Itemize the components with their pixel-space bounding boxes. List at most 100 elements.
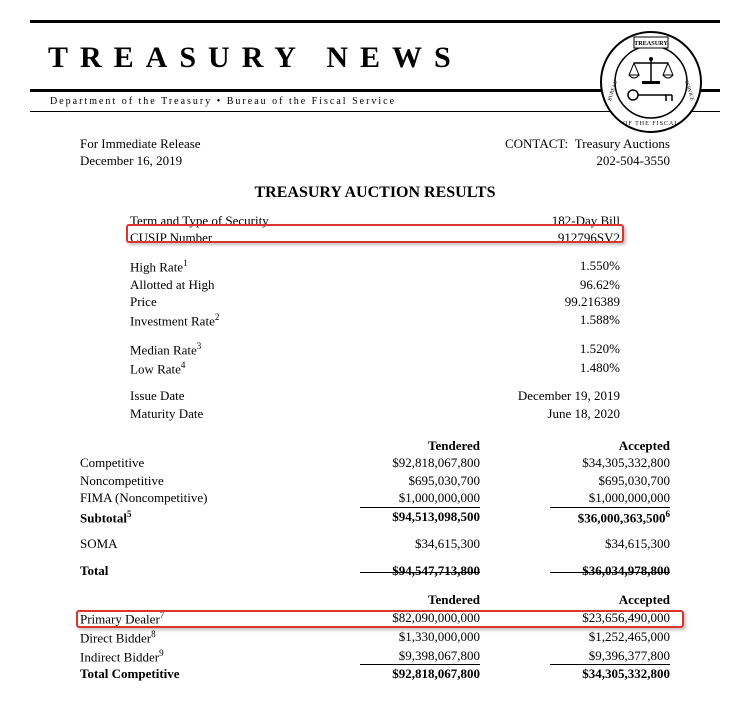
term-value: 182-Day Bill bbox=[552, 212, 620, 230]
price-value: 99.216389 bbox=[565, 293, 620, 311]
document-page: TREASURY NEWS Department of the Treasury… bbox=[0, 0, 750, 703]
header: TREASURY NEWS Department of the Treasury… bbox=[30, 20, 720, 112]
total-accepted: $36,034,978,800 bbox=[480, 562, 670, 580]
soma-accepted: $34,615,300 bbox=[480, 535, 670, 553]
row-accepted: $23,656,490,000 bbox=[480, 609, 670, 628]
median-rate-row: Median Rate3 1.520% bbox=[130, 340, 620, 359]
row-tendered: $1,330,000,000 bbox=[300, 628, 480, 647]
amounts-row: FIMA (Noncompetitive) $1,000,000,000 $1,… bbox=[80, 489, 670, 508]
high-rate-value: 1.550% bbox=[580, 257, 620, 276]
row-accepted: $34,305,332,800 bbox=[480, 454, 670, 472]
rates-group-1: High Rate1 1.550% Allotted at High 96.62… bbox=[130, 257, 620, 330]
low-note: 4 bbox=[181, 360, 186, 370]
amounts-table: Tendered Accepted Competitive $92,818,06… bbox=[80, 437, 670, 580]
price-label: Price bbox=[130, 293, 157, 311]
median-label: Median Rate bbox=[130, 342, 197, 357]
maturity-value: June 18, 2020 bbox=[547, 405, 620, 423]
security-block: Term and Type of Security 182-Day Bill C… bbox=[130, 212, 620, 423]
soma-tendered: $34,615,300 bbox=[300, 535, 480, 553]
col-accepted: Accepted bbox=[480, 591, 670, 609]
meta-left: For Immediate Release December 16, 2019 bbox=[80, 136, 201, 170]
row-tendered: $9,398,067,800 bbox=[360, 647, 480, 666]
svg-text:TREASURY: TREASURY bbox=[634, 40, 668, 47]
amounts-row: Noncompetitive $695,030,700 $695,030,700 bbox=[80, 472, 670, 490]
bidders-row: Direct Bidder8 $1,330,000,000 $1,252,465… bbox=[80, 628, 670, 647]
dates-group: Issue Date December 19, 2019 Maturity Da… bbox=[130, 387, 620, 422]
term-row: Term and Type of Security 182-Day Bill bbox=[130, 212, 620, 230]
row-label: Direct Bidder bbox=[80, 630, 151, 645]
col-accepted: Accepted bbox=[480, 437, 670, 455]
row-tendered: $92,818,067,800 bbox=[300, 454, 480, 472]
bidders-row: Indirect Bidder9 $9,398,067,800 $9,396,3… bbox=[80, 647, 670, 666]
rates-group-2: Median Rate3 1.520% Low Rate4 1.480% bbox=[130, 340, 620, 378]
subtotal-label: Subtotal bbox=[80, 510, 127, 525]
issue-value: December 19, 2019 bbox=[518, 387, 620, 405]
total-row: Total $94,547,713,800 $36,034,978,800 bbox=[80, 562, 670, 580]
row-note: 7 bbox=[160, 610, 165, 620]
meta-row: For Immediate Release December 16, 2019 … bbox=[80, 136, 670, 170]
soma-row: SOMA $34,615,300 $34,615,300 bbox=[80, 535, 670, 553]
row-accepted: $695,030,700 bbox=[480, 472, 670, 490]
high-rate-note: 1 bbox=[183, 258, 188, 268]
row-tendered: $82,090,000,000 bbox=[300, 609, 480, 628]
row-label: FIMA (Noncompetitive) bbox=[80, 489, 300, 508]
row-accepted: $9,396,377,800 bbox=[550, 647, 670, 666]
amounts-header: Tendered Accepted bbox=[80, 437, 670, 455]
bidders-total-row: Total Competitive $92,818,067,800 $34,30… bbox=[80, 665, 670, 683]
contact-phone: 202-504-3550 bbox=[505, 153, 670, 170]
term-label: Term and Type of Security bbox=[130, 212, 269, 230]
total-tendered: $94,547,713,800 bbox=[300, 562, 480, 580]
row-accepted: $1,000,000,000 bbox=[550, 489, 670, 508]
contact-label: CONTACT: bbox=[505, 136, 568, 151]
contact-line: CONTACT: Treasury Auctions bbox=[505, 136, 670, 153]
allotted-value: 96.62% bbox=[580, 276, 620, 294]
low-rate-row: Low Rate4 1.480% bbox=[130, 359, 620, 378]
release-date: December 16, 2019 bbox=[80, 153, 201, 170]
row-accepted: $1,252,465,000 bbox=[480, 628, 670, 647]
amounts-row: Competitive $92,818,067,800 $34,305,332,… bbox=[80, 454, 670, 472]
content: For Immediate Release December 16, 2019 … bbox=[30, 116, 720, 683]
release-label: For Immediate Release bbox=[80, 136, 201, 153]
cusip-row: CUSIP Number 912796SV2 bbox=[130, 229, 620, 247]
issue-date-row: Issue Date December 19, 2019 bbox=[130, 387, 620, 405]
subtotal-tendered: $94,513,098,500 bbox=[300, 508, 480, 527]
inv-rate-row: Investment Rate2 1.588% bbox=[130, 311, 620, 330]
treasury-seal-icon: TREASURY OF THE FISCAL BUREAU SERVICE bbox=[600, 31, 702, 133]
bidders-table: Tendered Accepted Primary Dealer7 $82,09… bbox=[80, 591, 670, 683]
allotted-row: Allotted at High 96.62% bbox=[130, 276, 620, 294]
row-label: Noncompetitive bbox=[80, 472, 300, 490]
row-tendered: $695,030,700 bbox=[300, 472, 480, 490]
low-label: Low Rate bbox=[130, 361, 181, 376]
inv-rate-note: 2 bbox=[215, 312, 220, 322]
bidders-row: Primary Dealer7 $82,090,000,000 $23,656,… bbox=[80, 609, 670, 628]
row-tendered: $1,000,000,000 bbox=[360, 489, 480, 508]
inv-rate-value: 1.588% bbox=[580, 311, 620, 330]
contact-name: Treasury Auctions bbox=[575, 136, 670, 151]
row-label: Primary Dealer bbox=[80, 611, 160, 626]
cusip-value: 912796SV2 bbox=[558, 229, 620, 247]
inv-rate-label: Investment Rate bbox=[130, 313, 215, 328]
col-tendered: Tendered bbox=[300, 437, 480, 455]
col-tendered: Tendered bbox=[300, 591, 480, 609]
subtotal-accepted-note: 6 bbox=[666, 509, 671, 519]
maturity-label: Maturity Date bbox=[130, 405, 203, 423]
svg-text:OF THE FISCAL: OF THE FISCAL bbox=[623, 121, 679, 127]
meta-right: CONTACT: Treasury Auctions 202-504-3550 bbox=[505, 136, 670, 170]
soma-label: SOMA bbox=[80, 535, 300, 553]
median-note: 3 bbox=[197, 341, 202, 351]
median-value: 1.520% bbox=[580, 340, 620, 359]
cusip-label: CUSIP Number bbox=[130, 229, 212, 247]
row-note: 9 bbox=[159, 648, 164, 658]
low-value: 1.480% bbox=[580, 359, 620, 378]
row-label: Competitive bbox=[80, 454, 300, 472]
bidders-total-label: Total Competitive bbox=[80, 665, 300, 683]
subtotal-accepted: $36,000,363,500 bbox=[578, 510, 666, 525]
high-rate-label: High Rate bbox=[130, 259, 183, 274]
issue-label: Issue Date bbox=[130, 387, 185, 405]
total-label: Total bbox=[80, 562, 300, 580]
subtotal-row: Subtotal5 $94,513,098,500 $36,000,363,50… bbox=[80, 508, 670, 527]
price-row: Price 99.216389 bbox=[130, 293, 620, 311]
bidders-header: Tendered Accepted bbox=[80, 591, 670, 609]
high-rate-row: High Rate1 1.550% bbox=[130, 257, 620, 276]
row-label: Indirect Bidder bbox=[80, 649, 159, 664]
